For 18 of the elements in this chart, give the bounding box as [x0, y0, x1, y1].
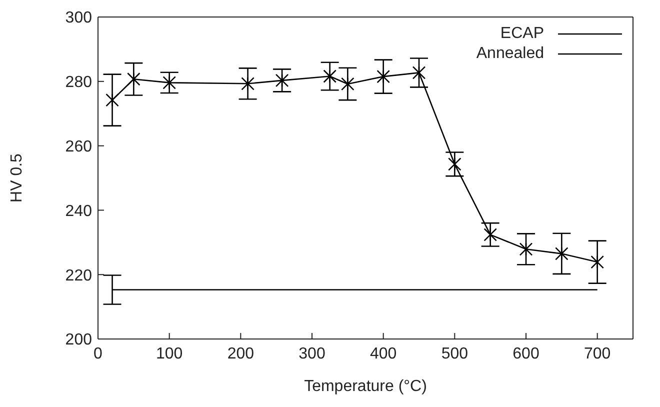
- y-tick-label: 280: [65, 74, 92, 92]
- x-tick-label: 700: [584, 345, 611, 362]
- x-tick-label: 400: [370, 345, 397, 362]
- x-tick-label: 0: [94, 345, 103, 362]
- y-tick-label: 300: [65, 10, 92, 27]
- y-axis-title: HV 0.5: [8, 153, 26, 202]
- x-tick-label: 600: [512, 345, 540, 362]
- y-tick-label: 260: [65, 138, 92, 156]
- legend-label: Annealed: [476, 44, 544, 64]
- x-tick-label: 100: [156, 345, 183, 362]
- x-tick-label: 300: [298, 345, 326, 362]
- x-axis-title: Temperature (°C): [304, 378, 427, 395]
- y-tick-label: 240: [65, 202, 92, 220]
- y-tick-label: 220: [65, 267, 92, 284]
- y-tick-label: 200: [65, 332, 92, 349]
- x-tick-label: 500: [441, 345, 468, 362]
- x-tick-label: 200: [227, 345, 254, 362]
- legend-label: ECAP: [500, 24, 544, 44]
